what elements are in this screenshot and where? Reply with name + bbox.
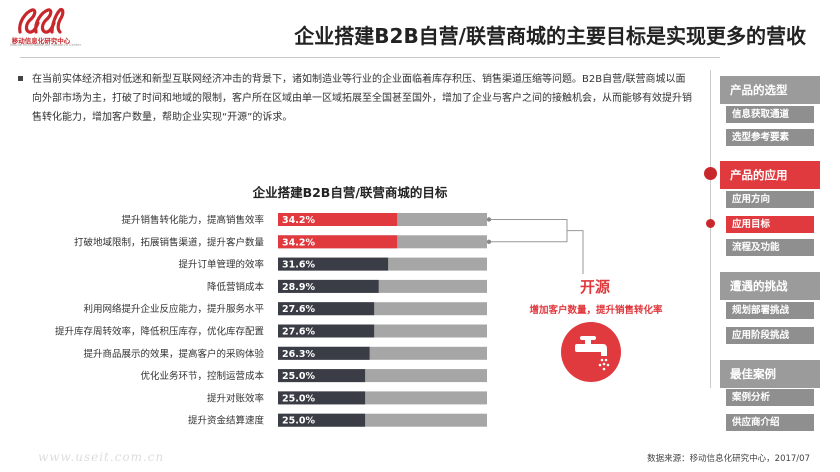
- logo-name-en: Mobile Informatization Research Center: [10, 43, 82, 47]
- category-label: 打破地域限制，拓展销售渠道，提升客户数量: [74, 236, 265, 248]
- category-label: 提升库存周转效率，降低积压库存，优化库存配置: [55, 326, 264, 338]
- sidebar-section-product-application[interactable]: 产品的应用: [720, 161, 820, 189]
- highlight-connector: [567, 230, 584, 274]
- watermark: www.useit.com.cn: [38, 450, 165, 464]
- category-label: 提升资金结算速度: [188, 415, 265, 427]
- title-divider: [20, 57, 720, 58]
- bullet-square-icon: [18, 76, 23, 81]
- value-label: 27.6%: [282, 304, 315, 315]
- annotation-subtitle: 增加客户数量，提升销售转化率: [529, 305, 663, 316]
- bar: [278, 391, 366, 405]
- sidebar-item-planning-challenges[interactable]: 规划部署挑战: [726, 302, 814, 319]
- bracket-dot: [486, 217, 492, 222]
- logo-mark-icon: [18, 7, 65, 34]
- bar: [278, 235, 398, 249]
- bar: [278, 302, 375, 316]
- data-source: 数据来源：移动信息化研究中心，2017/07: [647, 454, 810, 464]
- category-label: 提升对账效率: [207, 392, 265, 404]
- sidebar-section-challenges[interactable]: 遭遇的挑战: [720, 272, 820, 300]
- sidebar-item-selection-factors[interactable]: 选型参考要素: [726, 129, 814, 146]
- bar: [278, 413, 366, 427]
- value-label: 25.0%: [282, 393, 315, 404]
- annotation-title: 开源: [579, 278, 610, 296]
- value-label: 26.3%: [282, 349, 315, 360]
- value-label: 27.6%: [282, 327, 315, 338]
- value-label: 34.2%: [282, 215, 315, 226]
- value-label: 25.0%: [282, 416, 315, 427]
- bar-chart: 提升销售转化能力，提高销售效率 34.2% 打破地域限制，拓展销售渠道，提升客户数量…: [55, 213, 584, 427]
- bar: [278, 279, 379, 293]
- sidebar-item-application-challenges[interactable]: 应用阶段挑战: [726, 327, 814, 344]
- category-label: 优化业务环节，控制运营成本: [140, 370, 264, 382]
- logo: 移动信息化研究中心 Mobile Informatization Researc…: [10, 6, 82, 50]
- sidebar-active-item-dot: [706, 219, 715, 228]
- sidebar-item-info-channels[interactable]: 信息获取通道: [726, 106, 814, 123]
- sidebar-item-application-goals[interactable]: 应用目标: [726, 216, 814, 233]
- bar: [278, 257, 389, 271]
- value-label: 28.9%: [282, 282, 315, 293]
- bar: [278, 346, 370, 360]
- water-tap-icon: [561, 322, 621, 382]
- value-label: 25.0%: [282, 371, 315, 382]
- intro-paragraph: 在当前实体经济相对低迷和新型互联网经济冲击的背景下，诸如制造业等行业的企业面临着…: [32, 74, 692, 123]
- sidebar-timeline: [710, 70, 711, 388]
- value-label: 31.6%: [282, 260, 315, 271]
- category-label: 利用网络提升企业反应能力，提升服务水平: [83, 303, 264, 315]
- category-label: 提升订单管理的效率: [178, 259, 264, 271]
- sidebar-section-product-selection[interactable]: 产品的选型: [720, 76, 820, 104]
- sidebar-item-application-direction[interactable]: 应用方向: [726, 191, 814, 208]
- sidebar-item-process-functions[interactable]: 流程及功能: [726, 239, 814, 256]
- logo-name-cn: 移动信息化研究中心: [11, 37, 71, 45]
- bar: [278, 369, 366, 383]
- sidebar-active-section-dot: [704, 167, 717, 180]
- sidebar-section-best-cases[interactable]: 最佳案例: [720, 360, 820, 388]
- category-label: 提升销售转化能力，提高销售效率: [121, 214, 264, 226]
- sidebar-item-case-analysis[interactable]: 案例分析: [726, 389, 814, 406]
- sidebar-item-vendor-intro[interactable]: 供应商介绍: [726, 414, 814, 431]
- value-label: 34.2%: [282, 237, 315, 248]
- page-title: 企业搭建B2B自营/联营商城的主要目标是实现更多的营收: [294, 24, 806, 48]
- category-label: 提升商品展示的效果，提高客户的采购体验: [83, 348, 264, 360]
- chart-title: 企业搭建B2B自营/联营商城的目标: [252, 185, 448, 200]
- highlight-bracket: [487, 219, 568, 243]
- bar: [278, 213, 398, 226]
- category-label: 降低营销成本: [207, 281, 265, 293]
- bracket-dot: [486, 239, 492, 244]
- bar: [278, 324, 375, 338]
